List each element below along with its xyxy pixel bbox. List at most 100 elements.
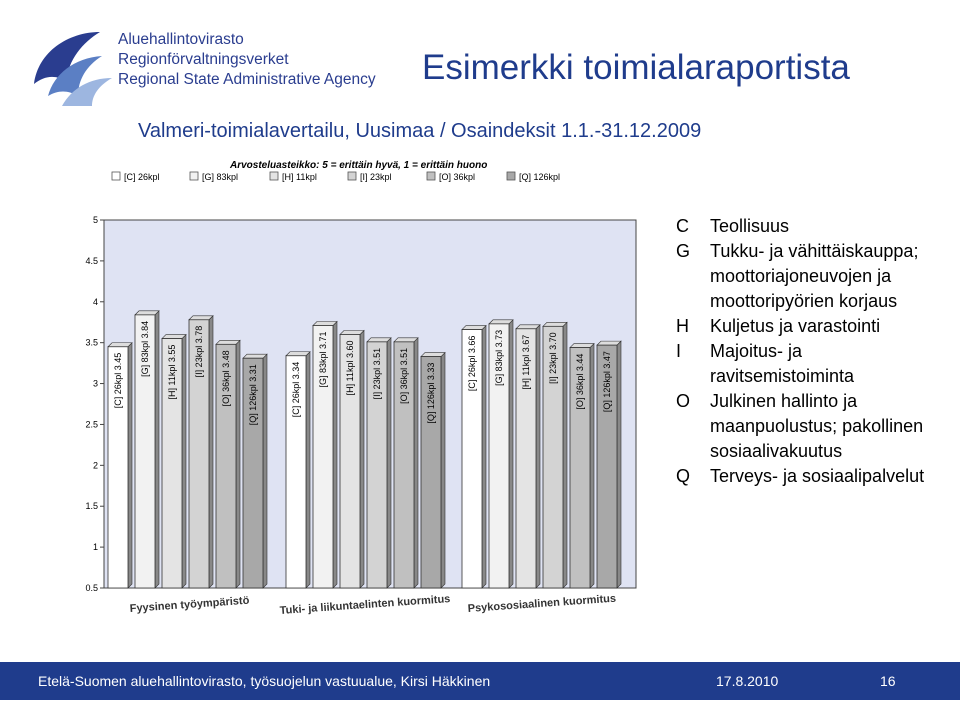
bar-data-label: [G] 83kpl 3.84 bbox=[140, 321, 150, 377]
bar-side bbox=[616, 340, 622, 589]
bar bbox=[488, 323, 510, 589]
y-tick-label: 2.5 bbox=[85, 419, 98, 429]
bar bbox=[366, 341, 388, 589]
legend-swatch bbox=[189, 171, 199, 181]
legend-label: [O] 36kpl bbox=[439, 172, 475, 182]
bar-top bbox=[134, 310, 160, 316]
bar-side bbox=[481, 324, 487, 589]
bar-data-label: [I] 23kpl 3.70 bbox=[548, 332, 558, 384]
y-tick-label: 3 bbox=[93, 379, 98, 389]
bar-top bbox=[393, 337, 419, 343]
bar bbox=[420, 356, 442, 589]
bar-side bbox=[386, 337, 392, 589]
bar-top bbox=[569, 343, 595, 348]
bar-data-label: [I] 23kpl 3.51 bbox=[372, 348, 382, 400]
logo-line-fi: Aluehallintovirasto bbox=[118, 31, 244, 48]
bar-top bbox=[107, 342, 133, 348]
legend-label: [Q] 126kpl bbox=[519, 172, 560, 182]
bar bbox=[515, 328, 537, 589]
bar bbox=[596, 344, 618, 589]
bar bbox=[242, 357, 264, 589]
bar-side bbox=[508, 319, 514, 589]
bar bbox=[393, 341, 415, 589]
bar bbox=[312, 325, 334, 589]
branch-code: Q bbox=[676, 466, 691, 486]
bar bbox=[339, 334, 361, 589]
legend-label: [H] 11kpl bbox=[282, 172, 317, 182]
bar-side bbox=[440, 351, 446, 589]
branch-code: G bbox=[676, 241, 691, 261]
branch-legend-item: I Majoitus- ja ravitsemistoiminta bbox=[676, 339, 946, 389]
branch-code: C bbox=[676, 216, 689, 236]
legend-label: [C] 26kpl bbox=[124, 172, 160, 182]
branch-name: Kuljetus ja varastointi bbox=[710, 316, 881, 336]
bar-data-label: [Q] 126kpl 3.33 bbox=[426, 363, 436, 424]
branch-legend: C Teollisuus G Tukku- ja vähittäiskauppa; m… bbox=[676, 214, 946, 489]
y-tick-label: 3.5 bbox=[85, 338, 98, 348]
bar-data-label: [G] 83kpl 3.71 bbox=[318, 331, 328, 387]
branch-name: Majoitus- ja ravitsemistoiminta bbox=[710, 341, 855, 386]
bar-data-label: [Q] 126kpl 3.47 bbox=[602, 351, 612, 412]
bar-side bbox=[359, 329, 365, 589]
bar-top bbox=[366, 337, 392, 343]
bar-top bbox=[542, 322, 568, 327]
bar-data-label: [C] 26kpl 3.45 bbox=[113, 353, 123, 409]
legend-swatch bbox=[426, 171, 436, 181]
bar-side bbox=[262, 353, 268, 589]
logo-wordmark: Aluehallintovirasto Regionförvaltningsve… bbox=[118, 30, 376, 90]
logo-mark-icon bbox=[34, 32, 112, 106]
logo-line-sv: Regionförvaltningsverket bbox=[118, 51, 289, 68]
y-tick-label: 5 bbox=[93, 215, 98, 225]
bar-data-label: [C] 26kpl 3.34 bbox=[291, 362, 301, 418]
bar-side bbox=[127, 342, 133, 589]
bar bbox=[188, 319, 210, 589]
bar-top bbox=[461, 325, 487, 330]
bar bbox=[461, 329, 483, 589]
legend-swatch bbox=[347, 171, 357, 181]
scale-note: Arvosteluasteikko: 5 = erittäin hyvä, 1 … bbox=[229, 160, 487, 171]
branch-legend-item: C Teollisuus bbox=[676, 214, 946, 239]
bar-top bbox=[420, 352, 446, 357]
bar-top bbox=[339, 330, 365, 335]
branch-name: Teollisuus bbox=[710, 216, 790, 236]
bar-chart: Arvosteluasteikko: 5 = erittäin hyvä, 1 … bbox=[85, 160, 637, 617]
y-tick-label: 0.5 bbox=[85, 583, 98, 593]
bar-side bbox=[413, 337, 419, 589]
bar-side bbox=[208, 315, 214, 589]
bar bbox=[285, 355, 307, 589]
bar-side bbox=[535, 324, 541, 589]
bar bbox=[134, 314, 156, 589]
bar-side bbox=[235, 339, 241, 589]
branch-name: Terveys- ja sosiaalipalvelut bbox=[710, 466, 925, 486]
x-category-label: Psykososiaalinen kuormitus bbox=[467, 593, 616, 615]
bar-data-label: [G] 83kpl 3.73 bbox=[494, 330, 504, 386]
branch-legend-item: G Tukku- ja vähittäiskauppa; moottoriajon… bbox=[676, 239, 946, 314]
branch-code: O bbox=[676, 391, 691, 411]
bar-data-label: [C] 26kpl 3.66 bbox=[467, 336, 477, 392]
legend-swatch bbox=[111, 171, 121, 181]
bar-top bbox=[596, 340, 622, 346]
bar bbox=[107, 346, 129, 589]
legend-label: [I] 23kpl bbox=[360, 172, 392, 182]
bar-data-label: [O] 36kpl 3.44 bbox=[575, 354, 585, 410]
branch-code: I bbox=[676, 341, 682, 361]
bar-side bbox=[181, 333, 187, 589]
bar bbox=[542, 325, 564, 589]
bar-side bbox=[332, 320, 338, 589]
y-tick-label: 1 bbox=[93, 542, 98, 552]
bar-top bbox=[515, 324, 541, 330]
branch-code: H bbox=[676, 316, 689, 336]
branch-name: Julkinen hallinto ja maanpuolustus; pako… bbox=[710, 391, 924, 461]
legend-label: [G] 83kpl bbox=[202, 172, 238, 182]
legend-swatch bbox=[269, 171, 279, 181]
footer-bar: Etelä-Suomen aluehallintovirasto, työsuo… bbox=[0, 662, 960, 700]
bar-data-label: [Q] 126kpl 3.31 bbox=[248, 364, 258, 425]
y-tick-label: 4 bbox=[93, 297, 98, 307]
bar bbox=[569, 347, 591, 589]
y-tick-label: 2 bbox=[93, 460, 98, 470]
y-tick-label: 1.5 bbox=[85, 501, 98, 511]
bar-data-label: [O] 36kpl 3.51 bbox=[399, 348, 409, 404]
bar-data-label: [H] 11kpl 3.67 bbox=[521, 335, 531, 390]
slide-title: Esimerkki toimialaraportista bbox=[422, 48, 850, 87]
bar-top bbox=[215, 340, 241, 345]
